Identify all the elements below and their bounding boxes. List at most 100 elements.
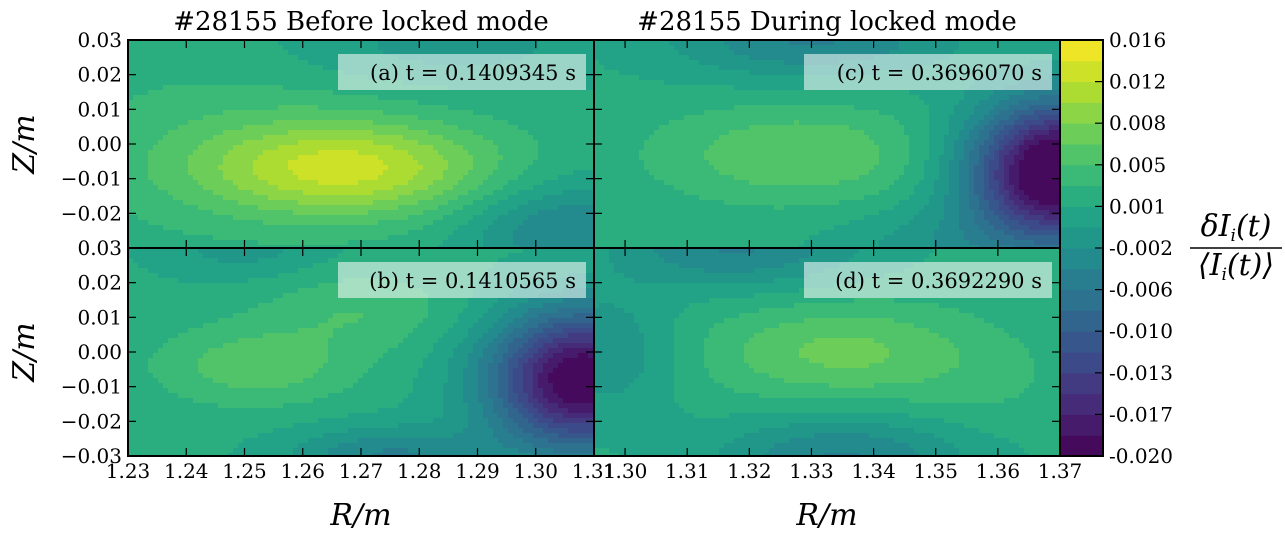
contour-cell	[298, 210, 304, 216]
contour-cell	[548, 195, 554, 201]
contour-cell	[203, 293, 209, 299]
contour-cell	[218, 170, 224, 176]
contour-cell	[138, 175, 144, 181]
contour-cell	[243, 130, 249, 136]
contour-cell	[553, 225, 559, 231]
contour-cell	[343, 50, 349, 56]
contour-cell	[173, 293, 179, 299]
contour-cell	[563, 175, 569, 181]
contour-cell	[588, 160, 594, 166]
contour-cell	[283, 273, 289, 279]
contour-cell	[153, 145, 159, 151]
contour-cell	[288, 80, 294, 86]
contour-cell	[273, 170, 279, 176]
contour-cell	[408, 240, 414, 246]
contour-cell	[583, 190, 589, 196]
contour-cell	[218, 95, 224, 101]
contour-cell	[158, 165, 164, 171]
contour-cell	[328, 245, 334, 248]
contour-cell	[293, 70, 299, 76]
contour-cell	[423, 165, 429, 171]
contour-cell	[253, 225, 259, 231]
contour-cell	[543, 155, 549, 161]
contour-cell	[183, 165, 189, 171]
contour-cell	[388, 160, 394, 166]
contour-cell	[448, 90, 454, 96]
contour-cell	[568, 140, 574, 146]
contour-cell	[233, 235, 239, 241]
contour-cell	[128, 130, 134, 136]
contour-cell	[463, 245, 469, 248]
contour-cell	[558, 115, 564, 121]
contour-cell	[183, 150, 189, 156]
contour-cell	[228, 245, 234, 248]
contour-cell	[248, 125, 254, 131]
contour-cell	[228, 230, 234, 236]
contour-cell	[183, 200, 189, 206]
contour-cell	[588, 220, 594, 226]
contour-cell	[313, 90, 319, 96]
contour-cell	[293, 55, 299, 61]
contour-cell	[293, 205, 299, 211]
contour-cell	[243, 105, 249, 111]
contour-cell	[153, 180, 159, 186]
contour-cell	[428, 230, 434, 236]
contour-cell	[263, 115, 269, 121]
contour-cell	[338, 258, 344, 264]
contour-cell	[528, 170, 534, 176]
contour-cell	[458, 135, 464, 141]
contour-cell	[213, 40, 219, 46]
contour-cell	[583, 200, 589, 206]
contour-cell	[523, 190, 529, 196]
contour-cell	[268, 210, 274, 216]
contour-cell	[578, 230, 584, 236]
contour-cell	[403, 210, 409, 216]
contour-cell	[333, 65, 339, 71]
contour-cell	[183, 135, 189, 141]
contour-cell	[358, 165, 364, 171]
contour-cell	[543, 95, 549, 101]
contour-cell	[478, 165, 484, 171]
contour-cell	[313, 225, 319, 231]
contour-cell	[213, 175, 219, 181]
contour-cell	[208, 120, 214, 126]
contour-cell	[328, 80, 334, 86]
contour-cell	[513, 45, 519, 51]
contour-cell	[273, 155, 279, 161]
contour-cell	[308, 90, 314, 96]
contour-cell	[263, 180, 269, 186]
contour-cell	[163, 278, 169, 284]
contour-cell	[568, 248, 574, 254]
contour-cell	[203, 105, 209, 111]
contour-cell	[473, 180, 479, 186]
contour-cell	[273, 50, 279, 56]
contour-cell	[563, 125, 569, 131]
contour-cell	[178, 150, 184, 156]
contour-cell	[568, 258, 574, 264]
contour-cell	[373, 160, 379, 166]
contour-cell	[253, 268, 259, 274]
contour-cell	[438, 145, 444, 151]
contour-cell	[308, 293, 314, 299]
contour-cell	[283, 278, 289, 284]
contour-cell	[298, 200, 304, 206]
contour-cell	[288, 70, 294, 76]
contour-cell	[233, 165, 239, 171]
contour-cell	[428, 205, 434, 211]
contour-cell	[338, 195, 344, 201]
contour-cell	[538, 40, 544, 46]
contour-cell	[248, 60, 254, 66]
contour-cell	[198, 140, 204, 146]
contour-cell	[433, 120, 439, 126]
contour-cell	[348, 245, 354, 248]
contour-cell	[518, 155, 524, 161]
contour-cell	[278, 145, 284, 151]
contour-cell	[428, 245, 434, 248]
contour-cell	[248, 248, 254, 254]
contour-cell	[393, 225, 399, 231]
contour-cell	[333, 283, 339, 289]
contour-cell	[403, 135, 409, 141]
contour-cell	[433, 135, 439, 141]
contour-cell	[173, 230, 179, 236]
contour-cell	[168, 253, 174, 259]
